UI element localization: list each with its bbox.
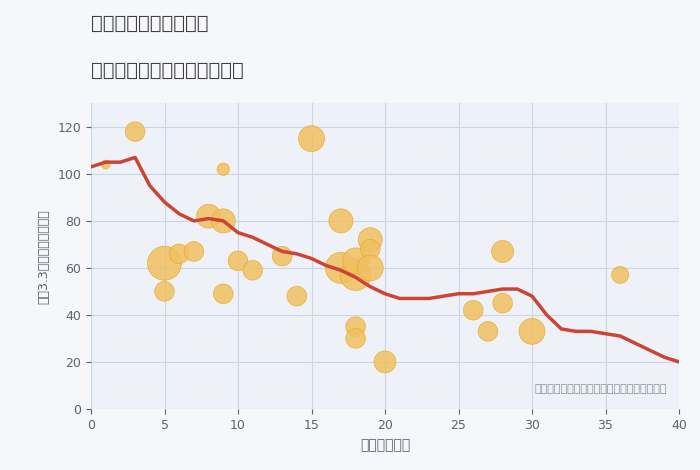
Point <box>335 217 346 225</box>
Point <box>482 328 493 335</box>
Point <box>615 271 626 279</box>
Y-axis label: 坪（3.3㎡）単価（万円）: 坪（3.3㎡）単価（万円） <box>38 209 50 304</box>
Point <box>159 259 170 267</box>
Point <box>350 323 361 330</box>
Point <box>468 306 479 314</box>
Point <box>365 245 376 253</box>
Point <box>350 335 361 342</box>
Point <box>218 217 229 225</box>
Point <box>188 248 199 255</box>
Point <box>306 135 317 142</box>
Point <box>130 128 141 135</box>
Point <box>350 271 361 279</box>
Point <box>218 290 229 298</box>
Text: 三重県四日市市札場町: 三重県四日市市札場町 <box>91 14 209 33</box>
Point <box>350 257 361 265</box>
Point <box>247 266 258 274</box>
Point <box>232 257 244 265</box>
Point <box>276 252 288 260</box>
Point <box>174 250 185 258</box>
Point <box>379 358 391 366</box>
Point <box>497 299 508 307</box>
Text: 円の大きさは、取引のあった物件面積を示す: 円の大きさは、取引のあった物件面積を示す <box>535 384 667 394</box>
Point <box>100 161 111 168</box>
Point <box>365 236 376 243</box>
X-axis label: 築年数（年）: 築年数（年） <box>360 439 410 453</box>
Point <box>497 248 508 255</box>
Point <box>218 165 229 173</box>
Point <box>203 212 214 220</box>
Point <box>526 328 538 335</box>
Point <box>365 264 376 272</box>
Text: 築年数別中古マンション価格: 築年数別中古マンション価格 <box>91 61 244 80</box>
Point <box>159 288 170 295</box>
Point <box>335 264 346 272</box>
Point <box>291 292 302 300</box>
